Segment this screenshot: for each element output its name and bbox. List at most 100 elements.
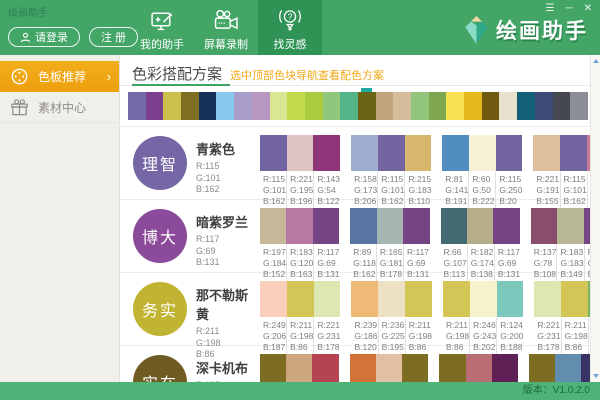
color-swatch[interactable] (313, 135, 341, 171)
swatch-group[interactable]: R:81 G:141 B:191 R:60 G:50 B:222 R:115 G:250 B:2… (442, 135, 523, 208)
swatch-group[interactable]: R:197 G:184 B:152 R:183 G:120 B:163 R:117 G:69 B… (260, 208, 340, 281)
color-nav-swatch[interactable] (234, 92, 252, 120)
color-nav-swatch[interactable] (181, 92, 199, 120)
color-swatch[interactable] (496, 281, 524, 317)
swatch-group[interactable]: R:211G:115B:57R:227G:192B:164R:125G:109B… (349, 354, 429, 382)
sidebar-item-palette[interactable]: 色板推荐 › (0, 61, 119, 92)
color-nav-swatch[interactable] (304, 92, 323, 120)
color-swatch[interactable] (557, 208, 584, 244)
color-swatch[interactable] (583, 208, 590, 244)
swatch-group[interactable]: R:89 G:118 B:162 R:165 G:181 B:178 R:117 G:69 B:… (350, 208, 430, 281)
color-swatch[interactable] (442, 135, 469, 171)
swatch-group[interactable]: R:125G:109B:34R:185G:110B:117R:95G:32B:8… (439, 354, 518, 382)
color-swatch[interactable] (402, 354, 429, 382)
swatch-group[interactable]: R:158 G:173 B:206 R:115 G:101 B:162 R:215 G:183… (351, 135, 432, 208)
color-nav-swatch[interactable] (145, 92, 164, 120)
color-nav-swatch[interactable] (464, 92, 482, 120)
sidebar-item-material[interactable]: 素材中心 (0, 92, 119, 123)
color-nav-swatch[interactable] (570, 92, 588, 120)
color-nav-swatch[interactable] (322, 92, 341, 120)
color-nav-swatch[interactable] (128, 92, 146, 120)
color-swatch[interactable] (466, 208, 494, 244)
color-swatch[interactable] (312, 208, 340, 244)
mood-badge[interactable]: 务实 (133, 282, 187, 336)
color-nav-swatch[interactable] (287, 92, 305, 120)
color-swatch[interactable] (351, 281, 379, 317)
color-nav-swatch[interactable] (481, 92, 500, 120)
scroll-up-icon[interactable] (592, 59, 599, 63)
color-nav-swatch[interactable] (517, 92, 535, 120)
color-nav-swatch[interactable] (393, 92, 411, 120)
menu-icon[interactable]: ☰ (545, 3, 555, 14)
nav-find-inspiration[interactable]: ? 找灵感 (258, 0, 322, 55)
color-swatch[interactable] (442, 281, 470, 317)
color-swatch[interactable] (375, 354, 403, 382)
color-nav-swatch[interactable] (251, 92, 270, 120)
swatch-group[interactable]: R:211 G:198 B:86 R:246 G:243 B:202 R:124 G:200 B… (442, 281, 524, 354)
color-nav-swatch[interactable] (499, 92, 518, 120)
color-swatch[interactable] (586, 135, 590, 171)
color-swatch[interactable] (561, 281, 589, 317)
login-button[interactable]: 请登录 (8, 27, 80, 47)
color-swatch[interactable] (312, 354, 339, 382)
swatch-group[interactable]: R:125G:109B:34R:98G:141B:173R:55G:51B:10… (529, 354, 590, 382)
scrollbar[interactable] (590, 55, 600, 382)
color-swatch[interactable] (351, 135, 378, 171)
color-swatch[interactable] (403, 208, 430, 244)
color-swatch[interactable] (260, 208, 287, 244)
swatch-group[interactable]: R:239 G:186 B:120 R:236 G:225 B:195 R:211 G:198… (351, 281, 432, 354)
color-nav-swatch[interactable] (552, 92, 571, 120)
color-swatch[interactable] (376, 208, 404, 244)
color-nav-swatch[interactable] (216, 92, 235, 120)
color-swatch[interactable] (313, 281, 341, 317)
color-nav-swatch[interactable] (446, 92, 465, 120)
color-swatch[interactable] (581, 354, 590, 382)
color-swatch[interactable] (286, 354, 313, 382)
mood-badge[interactable]: 理智 (133, 136, 187, 190)
swatch-group[interactable]: R:221G:231B:178R:211G:198B:86R:115G:182B… (534, 281, 590, 354)
color-nav-swatch[interactable] (428, 92, 447, 120)
color-swatch[interactable] (491, 354, 518, 382)
color-swatch[interactable] (465, 354, 492, 382)
swatch-group[interactable]: R:125G:109B:34R:205G:166B:125R:182G:67B:… (260, 354, 339, 382)
color-swatch[interactable] (350, 208, 377, 244)
color-nav-swatch[interactable] (198, 92, 217, 120)
color-swatch[interactable] (529, 354, 556, 382)
color-swatch[interactable] (404, 135, 432, 171)
color-nav-swatch[interactable] (411, 92, 429, 120)
color-swatch[interactable] (286, 135, 314, 171)
color-swatch[interactable] (286, 281, 314, 317)
swatch-group[interactable]: R:137G:78B:108R:183G:183B:149R:117G:69B:… (530, 208, 590, 281)
color-swatch[interactable] (588, 281, 590, 317)
color-swatch[interactable] (286, 208, 313, 244)
color-swatch[interactable] (468, 135, 496, 171)
color-swatch[interactable] (560, 135, 587, 171)
color-swatch[interactable] (260, 281, 287, 317)
swatch-group[interactable]: R:249 G:206 B:187 R:211 G:198 B:86 R:221 G:231 B… (260, 281, 341, 354)
color-swatch[interactable] (534, 281, 562, 317)
color-nav-swatch[interactable] (375, 92, 394, 120)
color-swatch[interactable] (349, 354, 376, 382)
color-swatch[interactable] (495, 135, 523, 171)
color-swatch[interactable] (469, 281, 497, 317)
color-swatch[interactable] (405, 281, 432, 317)
color-nav-swatch[interactable] (340, 92, 358, 120)
color-nav-swatch[interactable] (269, 92, 288, 120)
color-swatch[interactable] (533, 135, 561, 171)
swatch-group[interactable]: R:66 G:107 B:113 R:182 G:174 B:138 R:117 G:69 B:… (440, 208, 520, 281)
register-button[interactable]: 注 册 (89, 27, 139, 47)
color-swatch[interactable] (530, 208, 558, 244)
close-icon[interactable]: ✕ (583, 3, 592, 14)
color-swatch[interactable] (260, 354, 287, 382)
color-nav-swatch[interactable] (163, 92, 182, 120)
color-swatch[interactable] (378, 281, 406, 317)
color-swatch[interactable] (493, 208, 520, 244)
scroll-down-icon[interactable] (592, 374, 599, 378)
color-nav-swatch[interactable] (357, 88, 376, 120)
mood-badge[interactable]: 博大 (133, 209, 187, 263)
nav-screen-record[interactable]: 屏幕录制 (194, 0, 258, 55)
nav-my-assistant[interactable]: 我的助手 (130, 0, 194, 55)
color-swatch[interactable] (439, 354, 466, 382)
color-nav-swatch[interactable] (534, 92, 553, 120)
minimize-icon[interactable]: ─ (565, 3, 573, 14)
